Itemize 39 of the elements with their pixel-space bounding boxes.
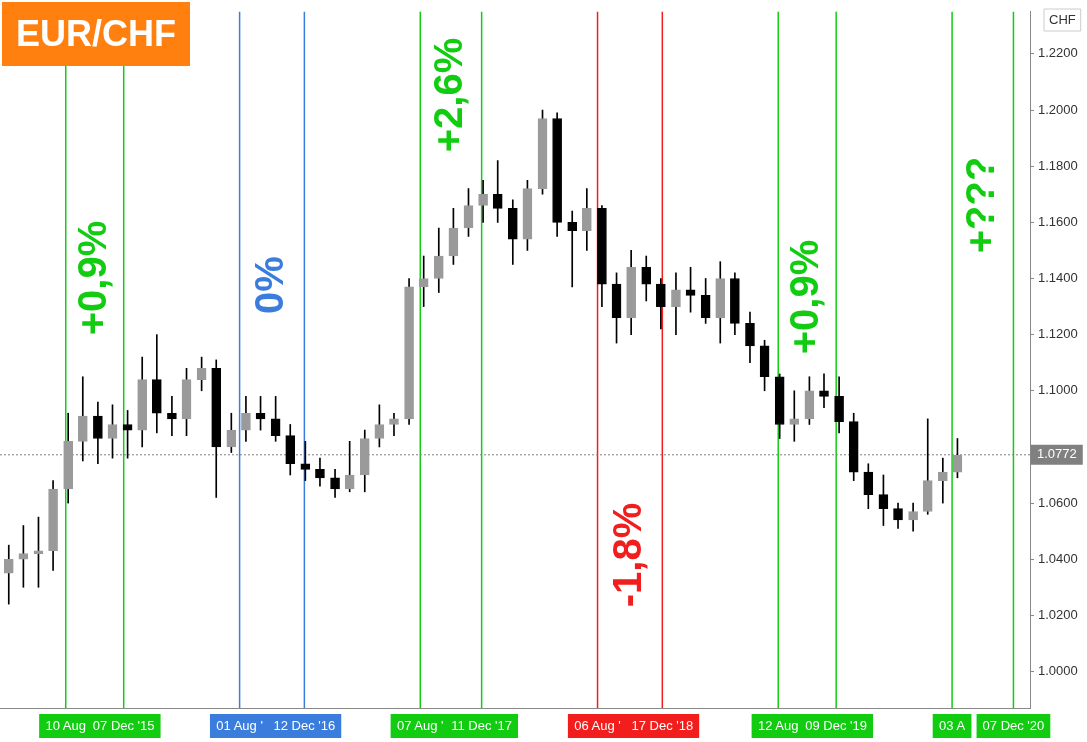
x-tick-label: 11 Dec '17 (451, 717, 513, 733)
y-tick-label: 1.2000 (1038, 101, 1078, 117)
x-tick-label: 06 Aug ' (574, 717, 621, 733)
y-tick-label: 1.2200 (1038, 45, 1078, 61)
x-tick-label: 07 Dec '15 (92, 717, 155, 733)
candlestick (938, 457, 948, 504)
candlestick (819, 373, 829, 408)
x-tick-label: 03 A (939, 717, 966, 733)
x-tick-label: 01 Aug ' (216, 717, 263, 733)
annotation: +0,9% (782, 239, 827, 355)
annotation: +0,9% (69, 220, 114, 336)
candlestick (567, 210, 578, 288)
y-tick-label: 1.1400 (1038, 270, 1078, 286)
annotation: -1,8% (604, 502, 649, 608)
annotation: 0% (247, 256, 292, 314)
x-tick-label: 07 Dec '20 (982, 717, 1045, 733)
x-tick-label: 10 Aug (45, 717, 86, 733)
x-tick-label: 17 Dec '18 (631, 717, 694, 733)
y-tick-label: 1.1600 (1038, 213, 1078, 229)
annotation: +2,6% (425, 37, 470, 153)
x-tick-label: 09 Dec '19 (805, 717, 868, 733)
chart-title: EUR/CHF (2, 2, 190, 66)
candlestick (789, 390, 800, 442)
y-tick-label: 1.1200 (1038, 326, 1078, 342)
y-tick-label: 1.0200 (1038, 606, 1078, 622)
y-tick-label: 1.0600 (1038, 494, 1078, 510)
y-tick-label: 1.0400 (1038, 550, 1078, 566)
candlestick (418, 255, 429, 307)
x-tick-label: 07 Aug ' (396, 717, 444, 733)
annotation: +??? (957, 156, 1002, 254)
candlestick (167, 396, 177, 437)
ref-line-label: 1.0772 (1037, 446, 1077, 462)
x-tick-label: 12 Dec '16 (273, 717, 336, 733)
y-tick-label: 1.1000 (1038, 382, 1078, 398)
candlestick (492, 160, 503, 223)
y-tick-label: 1.0000 (1038, 663, 1078, 679)
y-axis-title: CHF (1049, 11, 1076, 27)
x-tick-label: 12 Aug (757, 717, 799, 733)
y-tick-label: 1.1800 (1038, 157, 1078, 173)
